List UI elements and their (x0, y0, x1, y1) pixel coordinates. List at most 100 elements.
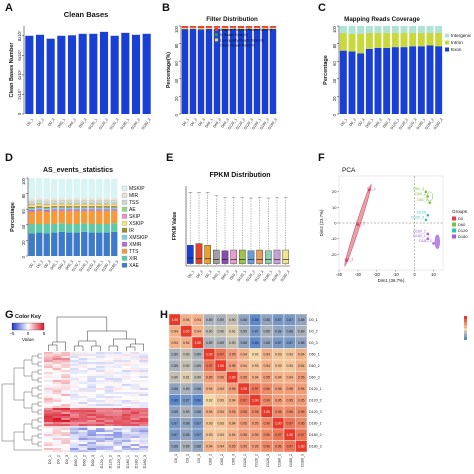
chart-g-heat-cell (113, 352, 123, 355)
chart-d-bar-segment (88, 206, 95, 208)
chart-d-legend-label: XIR (129, 256, 138, 262)
chart-g-heat-cell (44, 382, 53, 385)
chart-d-bar-segment (51, 209, 58, 211)
chart-g-col-label: D0_3 (65, 455, 69, 464)
chart-g-heat-cell (78, 426, 88, 429)
chart-g-heat-cell (130, 430, 140, 433)
chart-h-cell-value: 0.88 (183, 422, 190, 426)
chart-a-y-tick-label: 0 (17, 112, 22, 115)
chart-g-heat-cell (122, 382, 131, 385)
chart-c-bar-segment (400, 26, 408, 34)
chart-g-heat-cell (122, 356, 131, 359)
chart-g-heat-cell (96, 406, 105, 409)
chart-c-legend-swatch (445, 47, 449, 52)
chart-g-heat-cell (87, 394, 97, 397)
chart-h-cell-value: 1.00 (240, 387, 247, 391)
chart-h-cell-value: 0.93 (275, 353, 282, 357)
chart-h-cell-value: 0.97 (275, 433, 282, 437)
chart-d-bar-segment (36, 199, 43, 203)
chart-g-heat-cell (139, 406, 149, 409)
chart-g-heat-cell (139, 440, 149, 443)
chart-h-cell-value: 0.95 (240, 376, 247, 380)
chart-d-bar-segment (96, 232, 103, 256)
chart-h-cell-value: 0.95 (229, 353, 236, 357)
chart-g-heat-cell (104, 408, 114, 411)
chart-g-heat-cell (104, 410, 114, 413)
chart-h-col-label: D60_2 (220, 454, 224, 465)
chart-a-x-tick-label: D0_3 (47, 118, 55, 127)
chart-h-cell-value: 0.93 (217, 433, 224, 437)
chart-d-bar-segment (43, 233, 50, 256)
chart-h-row-label: D0_2 (309, 330, 318, 334)
chart-g-heat-cell (70, 376, 79, 379)
chart-d-bar-segment (28, 178, 35, 200)
chart-g-heat-cell (78, 368, 88, 371)
chart-g-heat-cell (113, 418, 123, 421)
chart-g-heat-cell (122, 438, 131, 441)
chart-h-cell-value: 1.00 (194, 341, 201, 345)
chart-b-bar-segment (189, 26, 197, 28)
chart-d-legend-swatch (121, 192, 128, 198)
chart-g-heat-cell (52, 392, 62, 395)
chart-g-col-dendro-link (130, 343, 144, 351)
chart-g-key-tick-label: 5 (43, 331, 46, 336)
chart-g-heat-cell (78, 408, 88, 411)
chart-g-heat-cell (96, 362, 105, 365)
chart-g-heat-cell (139, 392, 149, 395)
chart-g-heat-cell (96, 420, 105, 423)
chart-g-heat-cell (96, 430, 105, 433)
chart-g-heat-cell (52, 354, 62, 357)
chart-g-heat-cell (113, 356, 123, 359)
chart-g-heat-cell (78, 432, 88, 435)
chart-g-row-dendro-link (23, 391, 32, 409)
chart-f-legend-swatch (452, 222, 456, 227)
chart-g-heat-cell (78, 364, 88, 367)
chart-g-heat-cell (78, 422, 88, 425)
chart-b-legend-swatch (215, 33, 218, 37)
chart-d-legend-swatch (121, 255, 128, 261)
chart-h-cell-value: 0.96 (263, 399, 270, 403)
chart-g-heat-cell (70, 358, 79, 361)
chart-f-point-label: D120_3 (411, 215, 424, 219)
chart-g-heat-cell (44, 390, 53, 393)
chart-g-heat-cell (78, 424, 88, 427)
chart-b-bar-segment (205, 27, 213, 29)
chart-f-title: PCA (342, 167, 356, 174)
chart-h-cell-value: 0.94 (298, 364, 305, 368)
chart-g-heat-cell (96, 446, 105, 449)
chart-b-y-tick-label: 80 (174, 43, 179, 48)
chart-d-bar-segment (111, 206, 118, 208)
chart-h-cell-value: 0.93 (206, 422, 213, 426)
chart-f-legend-label: D120 (458, 228, 468, 233)
chart-g-heat-cell (44, 392, 53, 395)
chart-c-bar-segment (348, 26, 356, 34)
chart-h-legend-cell (464, 319, 467, 322)
chart-g-heat-cell (130, 374, 140, 377)
chart-g-heat-cell (52, 376, 62, 379)
chart-g-row-dendro-link (23, 359, 32, 377)
chart-d-bar-segment (43, 178, 50, 200)
chart-g-heat-cell (104, 430, 114, 433)
chart-h-col-label: D60_3 (231, 454, 235, 465)
chart-g-heat-cell (104, 450, 114, 453)
chart-g-heat-cell (44, 438, 53, 441)
chart-h-row-label: D0_1 (309, 318, 318, 322)
chart-g-heat-cell (139, 436, 149, 439)
chart-g-heat-cell (87, 382, 97, 385)
chart-g-heat-cell (96, 380, 105, 383)
chart-g-heat-cell (70, 430, 79, 433)
chart-g-heat-cell (44, 422, 53, 425)
chart-h-cell-value: 0.89 (183, 445, 190, 449)
chart-c-bar-segment (365, 48, 373, 114)
chart-g-heat-cell (61, 414, 71, 417)
chart-h-cell-value: 0.88 (275, 330, 282, 334)
chart-d-legend-label: XSKIP (129, 221, 144, 227)
chart-g-heat-cell (87, 428, 97, 431)
chart-e-box (282, 249, 289, 264)
chart-h-cell-value: 0.94 (217, 445, 224, 449)
chart-c-bar-segment (426, 33, 434, 46)
chart-c-x-tick-label: D120_1 (390, 118, 401, 131)
chart-h-cell-value: 0.88 (240, 318, 247, 322)
chart-g-heat-cell (87, 364, 97, 367)
chart-f-legend-swatch (452, 228, 456, 233)
